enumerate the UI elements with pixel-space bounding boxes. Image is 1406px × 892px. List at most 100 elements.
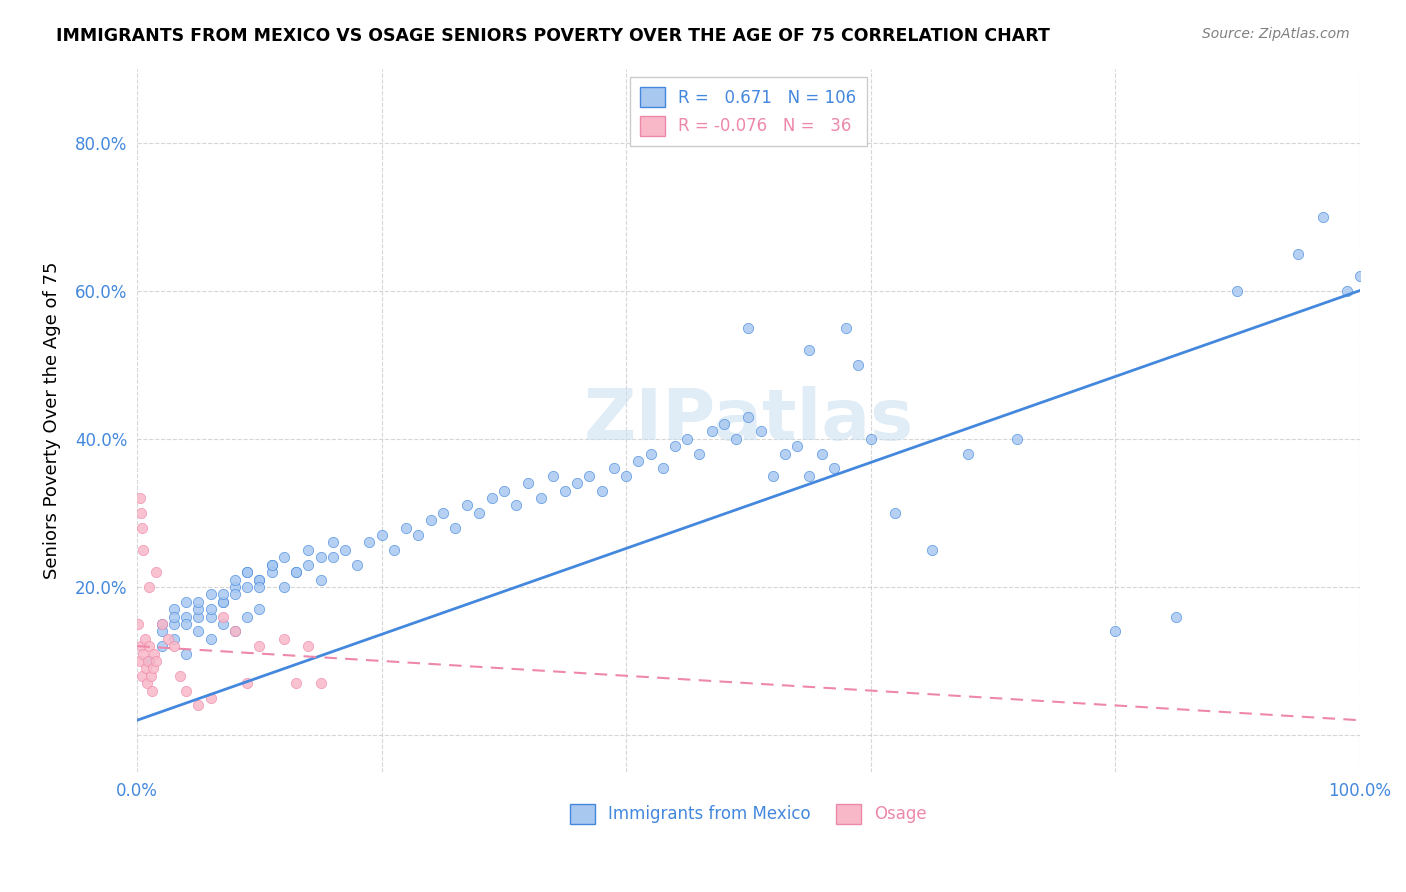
- Point: [492, 483, 515, 498]
- Point: [224, 580, 246, 594]
- Point: [174, 647, 197, 661]
- Text: IMMIGRANTS FROM MEXICO VS OSAGE SENIORS POVERTY OVER THE AGE OF 75 CORRELATION C: IMMIGRANTS FROM MEXICO VS OSAGE SENIORS …: [56, 27, 1050, 45]
- Point: [174, 683, 197, 698]
- Point: [236, 609, 259, 624]
- Point: [174, 616, 197, 631]
- Point: [145, 654, 167, 668]
- Point: [346, 558, 368, 572]
- Point: [249, 573, 271, 587]
- Point: [236, 580, 259, 594]
- Point: [554, 483, 576, 498]
- Point: [762, 468, 785, 483]
- Point: [174, 595, 197, 609]
- Point: [333, 542, 356, 557]
- Text: Source: ZipAtlas.com: Source: ZipAtlas.com: [1202, 27, 1350, 41]
- Y-axis label: Seniors Poverty Over the Age of 75: Seniors Poverty Over the Age of 75: [44, 261, 60, 579]
- Point: [468, 506, 491, 520]
- Point: [200, 691, 222, 706]
- Point: [260, 558, 283, 572]
- Point: [200, 602, 222, 616]
- Point: [249, 580, 271, 594]
- Point: [651, 461, 673, 475]
- Point: [359, 535, 381, 549]
- Point: [567, 476, 589, 491]
- Point: [297, 558, 319, 572]
- Point: [187, 609, 209, 624]
- Point: [370, 528, 392, 542]
- Legend: Immigrants from Mexico, Osage: Immigrants from Mexico, Osage: [560, 794, 936, 834]
- Point: [921, 542, 943, 557]
- Point: [749, 425, 772, 439]
- Point: [129, 639, 152, 653]
- Point: [957, 447, 980, 461]
- Point: [541, 468, 564, 483]
- Point: [664, 439, 686, 453]
- Point: [640, 447, 662, 461]
- Point: [297, 542, 319, 557]
- Point: [273, 550, 295, 565]
- Point: [138, 654, 160, 668]
- Point: [211, 587, 233, 601]
- Point: [773, 447, 796, 461]
- Point: [884, 506, 907, 520]
- Point: [444, 521, 467, 535]
- Point: [163, 616, 186, 631]
- Point: [224, 624, 246, 639]
- Point: [382, 542, 405, 557]
- Point: [150, 639, 173, 653]
- Point: [859, 432, 882, 446]
- Point: [236, 676, 259, 690]
- Point: [505, 499, 527, 513]
- Point: [309, 550, 332, 565]
- Point: [799, 343, 821, 357]
- Point: [249, 602, 271, 616]
- Point: [150, 616, 173, 631]
- Point: [211, 616, 233, 631]
- Point: [614, 468, 637, 483]
- Point: [131, 521, 153, 535]
- Point: [150, 624, 173, 639]
- Point: [138, 639, 160, 653]
- Point: [737, 409, 759, 424]
- Point: [145, 565, 167, 579]
- Point: [132, 647, 155, 661]
- Point: [297, 639, 319, 653]
- Point: [322, 550, 344, 565]
- Point: [260, 565, 283, 579]
- Point: [200, 587, 222, 601]
- Point: [139, 669, 162, 683]
- Point: [285, 565, 308, 579]
- Point: [799, 468, 821, 483]
- Point: [309, 573, 332, 587]
- Point: [224, 573, 246, 587]
- Point: [260, 558, 283, 572]
- Point: [135, 661, 157, 675]
- Point: [713, 417, 735, 431]
- Point: [725, 432, 748, 446]
- Point: [1348, 268, 1371, 283]
- Point: [591, 483, 613, 498]
- Point: [1226, 284, 1249, 298]
- Point: [249, 639, 271, 653]
- Point: [129, 506, 152, 520]
- Point: [187, 602, 209, 616]
- Point: [1104, 624, 1126, 639]
- Point: [737, 320, 759, 334]
- Point: [187, 595, 209, 609]
- Point: [432, 506, 454, 520]
- Point: [273, 632, 295, 646]
- Point: [786, 439, 808, 453]
- Point: [174, 609, 197, 624]
- Point: [1312, 210, 1334, 224]
- Point: [700, 425, 723, 439]
- Point: [224, 587, 246, 601]
- Point: [169, 669, 191, 683]
- Point: [128, 491, 150, 505]
- Point: [141, 683, 163, 698]
- Point: [187, 624, 209, 639]
- Point: [211, 609, 233, 624]
- Point: [627, 454, 650, 468]
- Point: [273, 580, 295, 594]
- Point: [143, 647, 166, 661]
- Point: [1007, 432, 1029, 446]
